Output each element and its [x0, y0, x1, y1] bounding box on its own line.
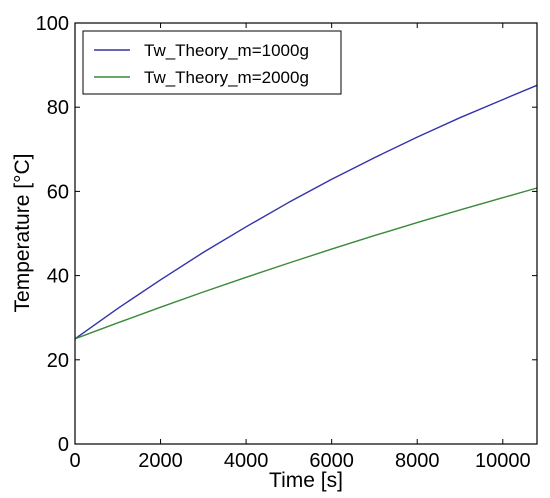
y-axis-label: Temperature [°C] [11, 154, 34, 313]
series-line-0 [74, 84, 538, 340]
series-line-1 [74, 187, 538, 340]
y-tick-label: 100 [36, 13, 69, 35]
y-tick-label: 0 [58, 434, 69, 456]
y-tick-label: 40 [47, 266, 69, 288]
x-tick-label: 8000 [395, 450, 440, 472]
x-tick-label: 2000 [138, 450, 183, 472]
x-tick-label: 0 [69, 450, 80, 472]
ticks-layer: 0 2000 4000 6000 8000 10000 0 20 40 60 80 100 [36, 13, 537, 472]
y-tick-label: 60 [47, 181, 69, 203]
series-layer [74, 84, 538, 340]
legend-box [82, 30, 342, 95]
y-tick-label: 80 [47, 97, 69, 119]
plot-frame [74, 22, 538, 445]
x-tick-label: 4000 [224, 450, 269, 472]
legend-label-1000g: Tw_Theory_m=1000g [144, 41, 309, 60]
x-axis-label: Time [s] [269, 469, 343, 492]
legend: Tw_Theory_m=1000g Tw_Theory_m=2000g [82, 30, 342, 95]
legend-label-2000g: Tw_Theory_m=2000g [144, 68, 309, 87]
y-tick-label: 20 [47, 350, 69, 372]
x-tick-label: 6000 [309, 450, 354, 472]
x-tick-label: 10000 [475, 450, 531, 472]
